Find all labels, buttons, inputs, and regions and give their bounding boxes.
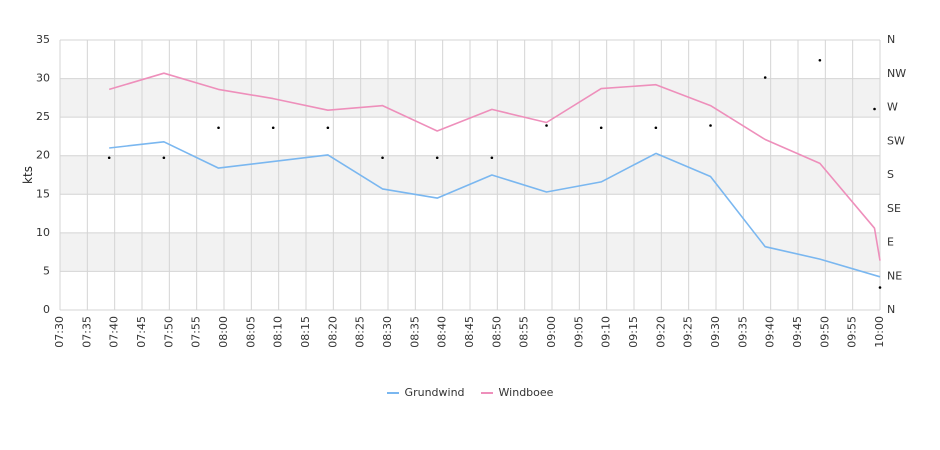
- direction-points: [107, 58, 882, 289]
- direction-tick-label: N: [887, 33, 895, 46]
- y-tick-label: 10: [36, 226, 50, 239]
- x-tick-label: 07:45: [135, 316, 148, 348]
- direction-point: [326, 126, 330, 130]
- x-tick-label: 08:35: [408, 316, 421, 348]
- x-tick-label: 08:50: [490, 316, 503, 348]
- x-tick-label: 08:45: [463, 316, 476, 348]
- direction-point: [709, 124, 712, 127]
- y-tick-label: 35: [36, 33, 50, 46]
- x-tick-label: 08:10: [272, 316, 285, 348]
- x-tick-label: 09:00: [545, 316, 558, 348]
- x-tick-label: 08:00: [217, 316, 230, 348]
- x-tick-label: 09:55: [846, 316, 859, 348]
- direction-point: [381, 156, 384, 160]
- legend: Grundwind Windboee: [0, 386, 940, 399]
- direction-point: [271, 126, 275, 130]
- x-tick-label: 10:00: [873, 316, 886, 348]
- direction-tick-label: E: [887, 236, 894, 249]
- direction-tick-label: N: [887, 303, 895, 316]
- direction-point: [107, 156, 111, 160]
- y-axis-label: kts: [21, 166, 35, 184]
- direction-point: [599, 126, 603, 130]
- vertical-gridlines: [59, 40, 881, 310]
- x-tick-label: 09:10: [600, 316, 613, 348]
- direction-tick-label: SE: [887, 202, 901, 215]
- x-tick-label: 09:05: [572, 316, 585, 348]
- x-tick-label: 09:20: [654, 316, 667, 348]
- x-tick-label: 08:40: [436, 316, 449, 348]
- direction-point: [818, 58, 822, 62]
- series-line-windboee: [108, 72, 881, 261]
- legend-swatch-grundwind: [386, 391, 399, 394]
- x-tick-label: 07:55: [190, 316, 203, 348]
- x-tick-label: 09:25: [682, 316, 695, 348]
- legend-swatch-windboee: [480, 391, 493, 394]
- legend-label-windboee: Windboee: [498, 386, 554, 399]
- left-axis-tick-labels: 0 5 10 15 20 25 30 35: [36, 33, 50, 316]
- y-tick-label: 0: [43, 303, 50, 316]
- x-tick-label: 08:30: [381, 316, 394, 348]
- x-tick-label: 09:35: [736, 316, 749, 348]
- y-tick-label: 25: [36, 110, 50, 123]
- direction-point: [435, 156, 439, 160]
- x-tick-label: 09:45: [791, 316, 804, 348]
- legend-item-grundwind[interactable]: Grundwind: [386, 386, 465, 399]
- legend-label-grundwind: Grundwind: [404, 386, 465, 399]
- direction-tick-label: NE: [887, 269, 902, 282]
- x-tick-label: 08:20: [326, 316, 339, 348]
- x-tick-label: 08:55: [518, 316, 531, 348]
- x-tick-label: 07:50: [162, 316, 175, 348]
- y-tick-label: 15: [36, 187, 50, 200]
- x-tick-label: 09:15: [627, 316, 640, 348]
- right-axis-direction-labels: N NE E SE S SW W NW N: [887, 33, 906, 316]
- x-tick-label: 07:35: [80, 316, 93, 348]
- direction-point: [217, 126, 220, 130]
- legend-item-windboee[interactable]: Windboee: [480, 386, 554, 399]
- direction-tick-label: SW: [887, 134, 905, 147]
- horizontal-gridlines: [60, 39, 880, 311]
- x-tick-label: 09:40: [764, 316, 777, 348]
- direction-tick-label: S: [887, 168, 894, 181]
- direction-point: [763, 76, 767, 79]
- series-lines: [108, 72, 881, 278]
- x-tick-label: 08:25: [354, 316, 367, 348]
- x-tick-label: 09:30: [709, 316, 722, 348]
- y-tick-label: 20: [36, 149, 50, 162]
- direction-tick-label: NW: [887, 67, 906, 80]
- y-tick-label: 5: [43, 264, 50, 277]
- x-axis-tick-labels: 07:30 07:35 07:40 07:45 07:50 07:55 08:00 08:05…: [53, 316, 886, 348]
- direction-point: [654, 126, 658, 130]
- x-tick-label: 07:40: [108, 316, 121, 348]
- direction-point: [873, 107, 876, 111]
- direction-point: [878, 286, 882, 289]
- direction-point: [162, 156, 166, 160]
- y-tick-label: 30: [36, 72, 50, 85]
- x-tick-label: 07:30: [53, 316, 66, 348]
- direction-point: [545, 124, 548, 127]
- x-tick-label: 08:15: [299, 316, 312, 348]
- direction-point: [490, 156, 494, 160]
- direction-tick-label: W: [887, 101, 898, 114]
- x-tick-label: 08:05: [244, 316, 257, 348]
- x-tick-label: 09:50: [818, 316, 831, 348]
- series-line-grundwind: [109, 141, 881, 278]
